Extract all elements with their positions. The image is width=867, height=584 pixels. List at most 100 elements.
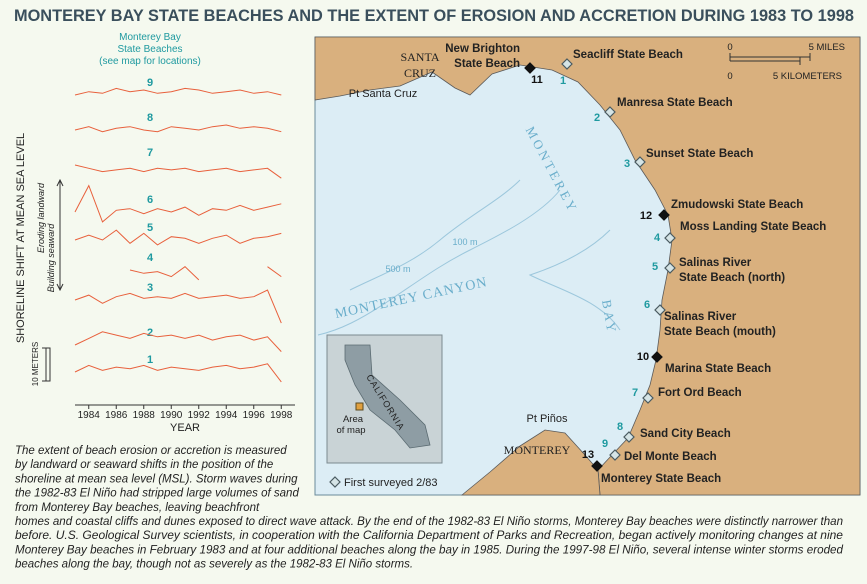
beach-number: 10 [637, 351, 649, 363]
beach-number: 11 [531, 74, 543, 86]
beach-number: 1 [560, 75, 566, 87]
beach-marker [604, 106, 616, 118]
beach-name: Zmudowski State Beach [671, 199, 803, 211]
y-axis-label: SHORELINE SHIFT AT MEAN SEA LEVEL [15, 133, 27, 343]
place-label: Pt Santa Cruz [349, 88, 417, 100]
series-label: 1 [147, 354, 153, 366]
series-line [74, 87, 282, 96]
beach-name: Seacliff State Beach [573, 49, 683, 61]
beach-number: 2 [594, 112, 600, 124]
direction-arrows [56, 178, 64, 292]
beach-name: Moss Landing State Beach [680, 221, 826, 233]
beach-number: 8 [617, 421, 623, 433]
series-label: 9 [147, 77, 153, 89]
beach-marker [654, 304, 666, 316]
beach-name: Salinas River [679, 257, 752, 269]
caption-line: the 1982-83 El Niño had stripped large v… [15, 488, 299, 500]
inset-label: of map [336, 425, 365, 436]
beach-name: State Beach [454, 58, 520, 70]
scale-text: 5 MILES [809, 42, 845, 53]
inset-area [355, 402, 364, 411]
beach-marker [664, 232, 676, 244]
beach-marker [651, 351, 663, 363]
legend-label: First surveyed 2/83 [344, 477, 438, 489]
beach-marker [561, 58, 573, 70]
beach-marker [634, 156, 646, 168]
x-tick-label: 1998 [270, 410, 293, 421]
x-tick-label: 1986 [105, 410, 128, 421]
x-tick-label: 1988 [133, 410, 156, 421]
series-label: 5 [147, 222, 153, 234]
place-label: BAY [599, 299, 620, 336]
beach-number: 7 [632, 387, 638, 399]
series-line [74, 124, 282, 133]
contour [317, 189, 561, 336]
beach-marker [642, 392, 654, 404]
x-tick-label: 1992 [188, 410, 211, 421]
beach-name: Sunset State Beach [646, 148, 753, 160]
series-label: 3 [147, 282, 153, 294]
beach-number: 13 [582, 449, 594, 461]
scale-text: 5 KILOMETERS [773, 71, 842, 82]
place-label: 100 m [452, 237, 477, 247]
series-line [74, 184, 282, 223]
x-axis-label: YEAR [170, 422, 200, 434]
caption-line: from Monterey Bay beaches, leaving beach… [15, 502, 260, 514]
series-line [74, 331, 282, 352]
caption-line: beaches along the bay, though not as sev… [15, 559, 413, 571]
legend-marker [329, 476, 341, 488]
x-tick-label: 1984 [78, 410, 101, 421]
place-label: MONTEREY [504, 443, 571, 457]
beach-name: Del Monte Beach [624, 451, 717, 463]
map-scale-bar [729, 53, 811, 65]
scale-bar [42, 347, 51, 382]
x-tick-label: 1996 [243, 410, 266, 421]
beach-marker [524, 62, 536, 74]
x-tick-label: 1990 [160, 410, 183, 421]
title: MONTEREY BAY STATE BEACHES AND THE EXTEN… [14, 6, 854, 25]
beach-marker [591, 460, 603, 472]
beach-name: Fort Ord Beach [658, 387, 742, 399]
beach-name: Sand City Beach [640, 428, 731, 440]
series-line [74, 229, 282, 246]
eroding-label: Eroding landward [36, 182, 46, 253]
place-label: Pt Piños [527, 413, 568, 425]
panel-legend-title: State Beaches [117, 44, 182, 55]
series-label: 4 [147, 252, 154, 264]
inset-california [344, 344, 431, 449]
caption-line: homes and coastal cliffs and dunes expos… [15, 516, 843, 528]
beach-number: 4 [654, 232, 661, 244]
panel-legend-title: (see map for locations) [99, 56, 201, 67]
building-label: Building seaward [46, 223, 56, 293]
scale-label: 10 METERS [31, 342, 40, 386]
series-label: 8 [147, 112, 153, 124]
caption-line: shoreline at mean sea level (MSL). Storm… [15, 473, 298, 485]
beach-marker [664, 262, 676, 274]
series-label: 2 [147, 327, 153, 339]
series-line [74, 289, 282, 324]
beach-marker [609, 449, 621, 461]
panel-legend-title: Monterey Bay [119, 32, 181, 43]
beach-marker [623, 431, 635, 443]
scale-text: 0 [727, 42, 732, 53]
place-label: CRUZ [404, 66, 436, 80]
beach-name: State Beach (mouth) [664, 326, 776, 338]
caption-line: by landward or seaward shifts in the pos… [15, 459, 273, 471]
beach-number: 12 [640, 210, 652, 222]
map-land-peninsula [460, 429, 601, 496]
x-tick-label: 1994 [215, 410, 238, 421]
caption-line: The extent of beach erosion or accretion… [15, 445, 287, 457]
beach-marker [658, 209, 670, 221]
beach-name: State Beach (north) [679, 272, 785, 284]
series-line [74, 363, 282, 383]
beach-number: 6 [644, 299, 650, 311]
series-line [129, 266, 282, 281]
beach-name: Manresa State Beach [617, 97, 733, 109]
beach-name: Marina State Beach [665, 363, 771, 375]
scale-text: 0 [727, 71, 732, 82]
beach-number: 5 [652, 261, 658, 273]
caption-line: Monterey Bay beaches in February 1983 an… [15, 544, 844, 556]
beach-number: 3 [624, 158, 630, 170]
beach-name: Salinas River [664, 311, 737, 323]
